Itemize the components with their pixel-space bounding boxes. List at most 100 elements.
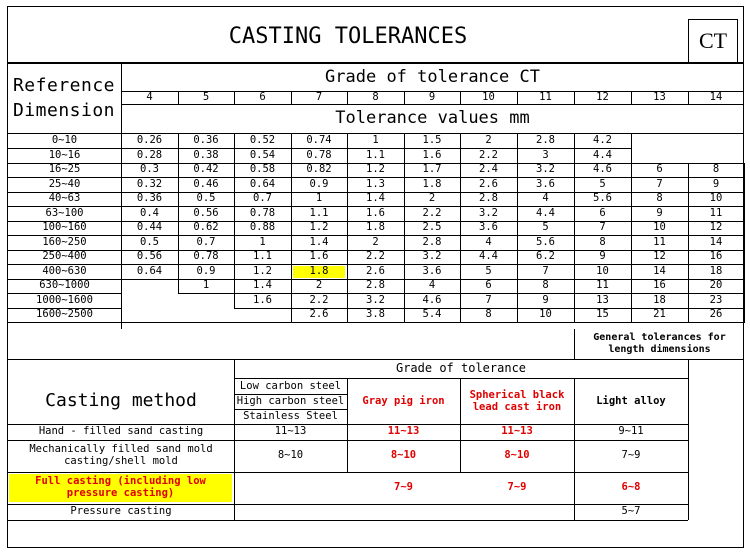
grid-line [234,177,291,178]
grid-line [233,163,235,178]
grid-line [517,162,574,164]
tolerance-cell: 1.5 [422,134,442,147]
tolerance-cell: 0.5 [196,192,216,205]
grid-line [630,163,632,178]
grid-line [291,293,347,294]
grid-line [516,134,518,149]
grid-line [177,250,179,265]
tolerance-cell: 0.9 [196,264,216,277]
spherical-header-line: Spherical black [469,388,565,401]
tolerance-cell: 0.38 [193,148,219,161]
grid-line [459,424,461,472]
spherical-grade: 7~9 [507,481,527,494]
grid-line [346,424,348,472]
grid-line [290,235,292,250]
tolerance-cell: 1.2 [309,221,329,234]
dimension-range: 10~16 [48,148,81,161]
grid-line [403,250,405,265]
grid-line [121,264,178,265]
grid-line [516,279,518,294]
grid-line [291,206,347,207]
grid-line [573,134,575,149]
grid-line [233,134,235,149]
grid-line [233,192,235,207]
grid-line [7,307,121,309]
grid-line [631,293,688,294]
tolerance-cell: 9 [599,250,606,263]
grid-line [177,235,179,250]
grid-line [574,249,631,251]
grid-line [687,192,689,207]
highlighted-tolerance-cell: 1.8 [293,265,345,278]
tolerance-cell: 1.6 [309,250,329,263]
grid-line [743,308,745,323]
tolerance-cell: 0.7 [196,235,216,248]
grid-line [290,250,292,265]
grade-12: 12 [596,90,609,103]
grid-line [460,162,517,164]
grid-line [291,278,347,280]
casting-method-name-line: Mechanically filled sand mold [29,443,213,456]
grid-line [178,162,234,164]
grid-line [743,264,745,279]
steel-header-2: Stainless Steel [243,409,338,422]
grid-line [573,163,575,178]
dimension-range: 250~400 [42,250,87,263]
dimension-range: 25~40 [48,177,81,190]
grid-line [459,148,461,163]
grid-line [233,250,235,265]
grid-line [517,191,574,193]
grid-line [573,329,575,360]
grid-line [7,293,121,294]
grid-line [347,264,404,265]
tolerance-cell: 12 [709,221,723,234]
grid-line [347,293,404,294]
tolerance-cell: 1.1 [253,250,272,263]
grid-line [7,191,121,193]
tolerance-cell: 0.32 [136,177,163,190]
tolerance-cell: 0.44 [136,221,163,234]
grid-line [516,206,518,221]
grid-line [516,235,518,250]
tolerance-cell: 1.3 [366,177,385,190]
casting-method-name-line: Hand - filled sand casting [38,425,204,438]
grid-line [403,264,405,279]
grid-line [743,250,745,265]
grid-line [573,293,575,308]
grid-line [630,308,632,323]
grid-line [7,439,688,441]
tolerance-cell: 20 [709,279,723,292]
tolerance-cell: 3.2 [366,293,385,306]
grid-line [234,264,291,265]
tolerance-cell: 5 [599,177,606,190]
grid-line [516,177,518,192]
grid-line [121,191,178,193]
spherical-grade: 11~13 [501,425,533,438]
grid-line [687,235,689,250]
tolerance-cell: 3.6 [536,177,555,190]
general-tolerances-note: General tolerances for length dimensions [593,331,726,356]
grid-line [460,148,517,149]
grid-line [290,192,292,207]
grid-line [574,220,631,222]
tolerance-cell: 1.6 [253,293,272,306]
grade-7: 7 [315,90,323,103]
grid-line [743,221,745,236]
grid-line [687,177,689,192]
tolerance-cell: 1.4 [366,192,385,205]
grid-line [347,206,404,207]
grid-line [233,221,235,236]
grid-line [178,191,234,193]
tolerance-cell: 4.4 [479,250,498,263]
grid-line [290,308,292,323]
grid-line [233,264,235,279]
grid-line [687,279,689,294]
tolerance-cell: 0.42 [193,163,219,176]
grid-line [233,279,235,294]
grid-line [177,206,179,221]
grid-line [573,308,575,323]
grid-line [346,148,348,163]
grid-line [630,235,632,250]
grid-line [404,278,460,280]
grid-line [516,221,518,236]
